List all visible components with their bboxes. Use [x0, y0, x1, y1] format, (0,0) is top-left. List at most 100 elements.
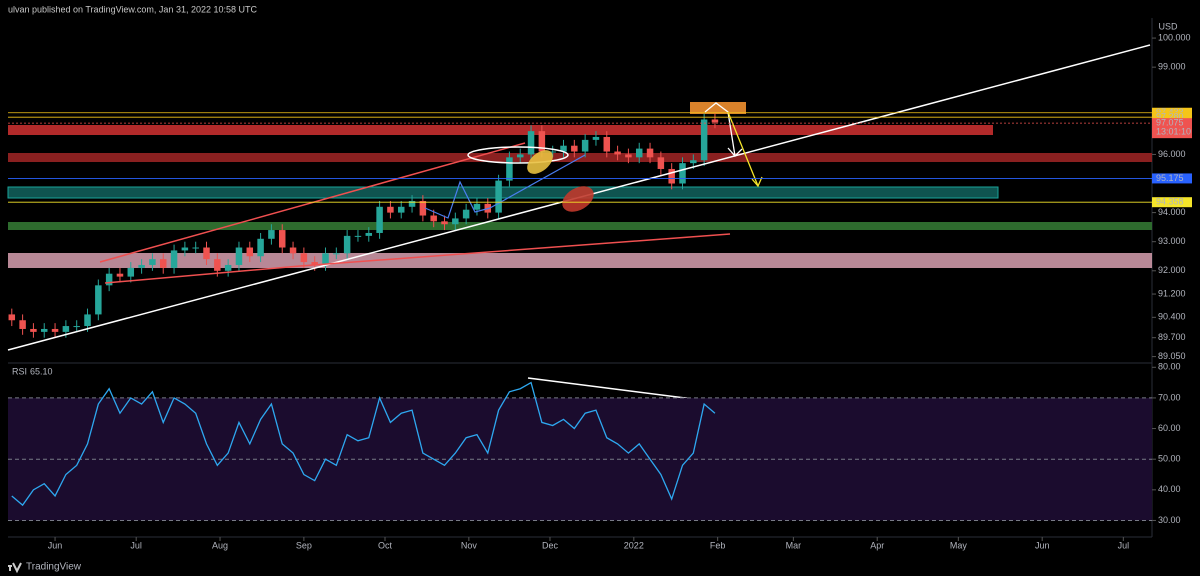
countdown: 13:01:10: [1156, 127, 1191, 137]
candle-body: [73, 326, 80, 328]
y-tick-label: 89.700: [1158, 332, 1186, 342]
x-tick-label: Jul: [1118, 540, 1130, 550]
arrow-head: [751, 176, 763, 188]
price-label-box: [1152, 112, 1192, 123]
y-tick-label: 89.050: [1158, 351, 1186, 361]
x-tick-label: Aug: [212, 540, 228, 550]
price-label: 97.075: [1156, 118, 1184, 128]
arrow: [489, 154, 586, 209]
y-tick-label: 100.000: [1158, 32, 1191, 42]
arrow-head: [727, 147, 743, 157]
x-tick-label: Jul: [130, 540, 142, 550]
candle-body: [127, 267, 135, 277]
candle-body: [105, 273, 113, 286]
price-label: 97.433: [1156, 107, 1184, 117]
candle-body: [311, 262, 318, 265]
x-tick-label: Feb: [710, 540, 726, 550]
candle-body: [8, 314, 16, 321]
candle-body: [516, 154, 524, 158]
candle-body: [203, 247, 210, 260]
candle-body: [549, 151, 556, 153]
ellipse: [467, 146, 569, 164]
x-tick-label: Nov: [461, 540, 478, 550]
candle-body: [441, 221, 448, 225]
x-tick-label: Oct: [378, 540, 393, 550]
candle-body: [527, 131, 535, 155]
candle-body: [571, 145, 578, 152]
candle-body: [419, 200, 427, 216]
candle-body: [668, 168, 675, 184]
candle-body: [506, 157, 513, 181]
y-tick-label: 80.00: [1158, 362, 1181, 372]
x-tick-label: Mar: [786, 540, 802, 550]
target-box: [690, 102, 746, 114]
candle-body: [700, 119, 708, 161]
candle-body: [614, 151, 621, 155]
ellipse: [562, 186, 594, 212]
candle-body: [387, 206, 394, 213]
y-tick-label: 91.200: [1158, 288, 1186, 298]
candle-body: [603, 136, 611, 152]
candle-body: [581, 139, 589, 152]
x-tick-label: Sep: [296, 540, 312, 550]
candle-body: [235, 247, 243, 265]
y-tick-label: 30.00: [1158, 515, 1181, 525]
candle-body: [246, 247, 254, 257]
candle-body: [646, 148, 654, 158]
path-drawing: [424, 180, 491, 219]
candle-body: [322, 253, 329, 265]
candle-body: [149, 259, 156, 265]
candle-body: [138, 264, 145, 268]
price-label: 97.280: [1156, 112, 1184, 122]
rsi-title: RSI: [12, 366, 27, 376]
x-tick-label: Jun: [48, 540, 63, 550]
candle-body: [268, 230, 275, 239]
support-zone: [8, 222, 1152, 230]
y-tick-label: 70.00: [1158, 392, 1181, 402]
x-tick-label: Dec: [542, 540, 559, 550]
candle-body: [538, 131, 546, 152]
y-tick-label: 99.000: [1158, 62, 1186, 72]
y-tick-label: 96.000: [1158, 149, 1186, 159]
y-tick-label: 90.400: [1158, 312, 1186, 322]
candle-body: [560, 145, 567, 152]
candle-body: [365, 232, 373, 236]
channel-line: [299, 233, 731, 267]
y-tick-label: 60.00: [1158, 423, 1181, 433]
candle-body: [430, 215, 437, 222]
candle-body: [333, 253, 340, 255]
candle-body: [159, 259, 167, 268]
candle-body: [397, 206, 405, 213]
candle-body: [257, 238, 264, 257]
candle-body: [473, 203, 481, 210]
price-label: 95.175: [1156, 173, 1184, 183]
support-zone: [7, 186, 999, 199]
candle-body: [84, 314, 91, 327]
x-tick-label: May: [950, 540, 968, 550]
y-tick-label: 92.000: [1158, 265, 1186, 275]
currency: USD: [1158, 21, 1178, 31]
x-tick-label: 2022: [624, 540, 644, 550]
rsi-last-value: 65.10: [30, 366, 53, 376]
candle-body: [711, 119, 719, 123]
candle-body: [224, 264, 232, 271]
resistance-zone: [8, 125, 993, 135]
support-zone: [8, 253, 1152, 268]
candle-body: [40, 328, 48, 332]
candle-body: [62, 326, 70, 332]
footer: TradingView: [26, 562, 82, 573]
candle-body: [95, 285, 102, 315]
y-tick-label: 94.000: [1158, 207, 1186, 217]
candle-body: [278, 230, 286, 248]
candle-body: [181, 247, 189, 251]
rsi-line: [11, 381, 716, 507]
ellipse: [527, 150, 553, 174]
price-label-box: [1152, 173, 1192, 184]
candle-body: [635, 148, 643, 158]
header: ulvan published on TradingView.com, Jan …: [8, 4, 257, 14]
arrow: [704, 102, 736, 157]
logo: [8, 562, 22, 574]
candle-body: [214, 259, 221, 271]
candle-body: [376, 206, 383, 233]
